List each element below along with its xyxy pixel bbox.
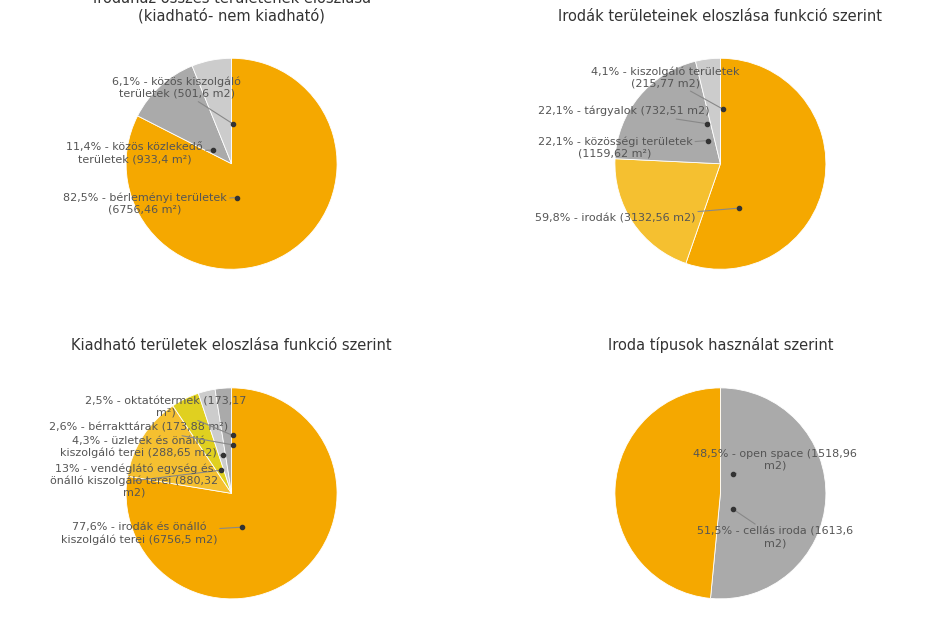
Text: 22,1% - tárgyalok (732,51 m2): 22,1% - tárgyalok (732,51 m2) — [538, 106, 709, 124]
Text: 2,6% - bérrakttárak (173,88 m²): 2,6% - bérrakttárak (173,88 m²) — [50, 423, 232, 445]
Text: 6,1% - közös kiszolgáló
területek (501,6 m2): 6,1% - közös kiszolgáló területek (501,6… — [112, 77, 241, 124]
Wedge shape — [615, 159, 721, 263]
Wedge shape — [126, 388, 337, 599]
Wedge shape — [615, 388, 721, 598]
Text: 82,5% - bérleményi területek
(6756,46 m²): 82,5% - bérleményi területek (6756,46 m²… — [63, 193, 237, 215]
Wedge shape — [173, 393, 231, 493]
Wedge shape — [128, 406, 231, 493]
Wedge shape — [192, 58, 231, 164]
Text: 22,1% - közösségi területek
(1159,62 m²): 22,1% - közösségi területek (1159,62 m²) — [538, 137, 707, 159]
Text: 48,5% - open space (1518,96
m2): 48,5% - open space (1518,96 m2) — [693, 449, 857, 475]
Wedge shape — [710, 388, 826, 599]
Text: 13% - vendéglátó egység és
önálló kiszolgáló terei (880,32
m2): 13% - vendéglátó egység és önálló kiszol… — [50, 464, 221, 498]
Wedge shape — [215, 388, 231, 493]
Title: Kiadható területek eloszlása funkció szerint: Kiadható területek eloszlása funkció sze… — [71, 338, 392, 353]
Wedge shape — [138, 66, 231, 164]
Text: 4,3% - üzletek és önálló
kiszolgáló terei (288,65 m2): 4,3% - üzletek és önálló kiszolgáló tere… — [60, 436, 223, 458]
Text: 4,1% - kiszolgáló területek
(215,77 m2): 4,1% - kiszolgáló területek (215,77 m2) — [591, 66, 740, 109]
Wedge shape — [615, 61, 721, 164]
Title: Irodák területeinek eloszlása funkció szerint: Irodák területeinek eloszlása funkció sz… — [559, 9, 883, 24]
Wedge shape — [126, 58, 337, 269]
Wedge shape — [696, 58, 721, 164]
Text: 2,5% - oktatótermek (173,17
m²): 2,5% - oktatótermek (173,17 m²) — [86, 396, 247, 435]
Text: 59,8% - irodák (3132,56 m2): 59,8% - irodák (3132,56 m2) — [535, 208, 740, 223]
Text: 11,4% - közös közlekedő
területek (933,4 m²): 11,4% - közös közlekedő területek (933,4… — [67, 142, 212, 164]
Wedge shape — [685, 58, 826, 269]
Text: 77,6% - irodák és önálló
kiszolgáló terei (6756,5 m2): 77,6% - irodák és önálló kiszolgáló tere… — [61, 523, 242, 545]
Title: Iroda típusok használat szerint: Iroda típusok használat szerint — [607, 338, 833, 353]
Title: Irodaház összes területének eloszlása
(kiadható- nem kiadható): Irodaház összes területének eloszlása (k… — [92, 0, 370, 24]
Text: 51,5% - cellás iroda (1613,6
m2): 51,5% - cellás iroda (1613,6 m2) — [697, 509, 853, 549]
Wedge shape — [198, 389, 231, 493]
